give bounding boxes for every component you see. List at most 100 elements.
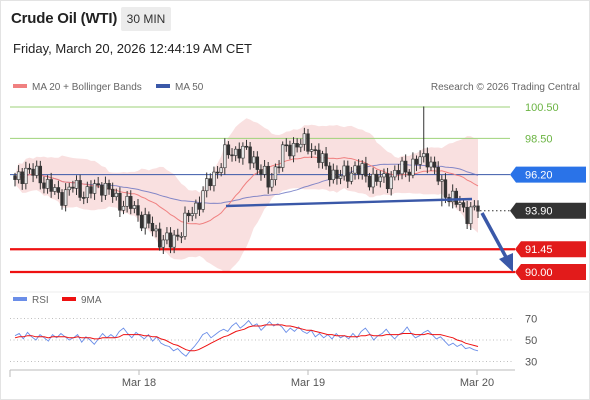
candle bbox=[201, 186, 205, 213]
price-panel: 100.50 98.50 96.20 93.90 91.45 90.00 bbox=[10, 102, 586, 280]
candle-body bbox=[219, 167, 223, 173]
candle-body bbox=[364, 163, 368, 177]
candle bbox=[27, 163, 32, 174]
candle-body bbox=[233, 148, 238, 156]
candle-body bbox=[150, 222, 155, 232]
ma50-legend-label: MA 50 bbox=[175, 82, 204, 93]
x-tick-label-1: Mar 19 bbox=[291, 377, 325, 389]
candle-body bbox=[317, 149, 321, 163]
candle bbox=[338, 169, 343, 185]
candle bbox=[194, 199, 198, 219]
candle bbox=[103, 176, 108, 200]
credit-text: Research © 2026 Trading Central bbox=[431, 82, 580, 93]
candle bbox=[208, 173, 213, 191]
candle-body bbox=[179, 236, 184, 238]
candle-body bbox=[469, 206, 473, 224]
candle-body bbox=[103, 183, 108, 196]
candle-body bbox=[440, 179, 444, 182]
instrument-title: Crude Oil (WTI) bbox=[11, 10, 118, 27]
candle-body bbox=[356, 165, 361, 175]
candle-body bbox=[147, 214, 151, 224]
candle-body bbox=[110, 188, 115, 198]
candle-body bbox=[429, 161, 433, 168]
candle bbox=[100, 182, 104, 202]
candle bbox=[110, 182, 115, 203]
rsi-tick-50: 50 bbox=[525, 335, 537, 347]
candle-body bbox=[338, 175, 343, 179]
ma20-line bbox=[14, 156, 479, 225]
candle-body bbox=[208, 178, 213, 187]
candle-body bbox=[205, 178, 209, 192]
candle-body bbox=[35, 165, 39, 176]
candle-body bbox=[367, 175, 372, 188]
candle bbox=[396, 164, 401, 181]
candle bbox=[226, 141, 231, 159]
level-label-90.00: 90.00 bbox=[525, 267, 553, 279]
candle bbox=[212, 166, 216, 192]
candle bbox=[233, 146, 238, 162]
candle bbox=[252, 150, 256, 169]
level-tag-93.90 bbox=[510, 202, 586, 219]
candle bbox=[346, 160, 350, 188]
candle bbox=[270, 172, 274, 192]
candle bbox=[129, 190, 133, 215]
candle-body bbox=[129, 196, 133, 209]
candle-body bbox=[277, 166, 281, 169]
candle-body bbox=[67, 186, 71, 191]
candle-body bbox=[346, 165, 350, 182]
candle-body bbox=[342, 165, 346, 177]
candle-body bbox=[139, 214, 144, 229]
candle bbox=[335, 165, 339, 185]
level-label-98.50: 98.50 bbox=[525, 133, 553, 145]
candle-body bbox=[476, 205, 480, 212]
candle bbox=[157, 222, 162, 251]
candle-body bbox=[302, 133, 307, 145]
candle-body bbox=[215, 171, 220, 174]
candle bbox=[367, 172, 372, 191]
candle-body bbox=[223, 144, 227, 169]
x-axis: Mar 18 Mar 19 Mar 20 bbox=[122, 370, 494, 389]
candle-body bbox=[425, 153, 430, 168]
candle-body bbox=[389, 176, 393, 190]
candle bbox=[114, 188, 118, 201]
level-label-96.20: 96.20 bbox=[525, 170, 553, 182]
candle-body bbox=[107, 183, 111, 190]
candle-body bbox=[259, 169, 263, 175]
candle bbox=[436, 161, 440, 186]
candle-body bbox=[349, 172, 354, 182]
candle-body bbox=[49, 179, 53, 192]
candle-body bbox=[255, 156, 260, 170]
candle bbox=[280, 141, 285, 172]
candle-body bbox=[335, 169, 339, 179]
level-label-93.90: 93.90 bbox=[525, 206, 553, 218]
candle-body bbox=[385, 173, 390, 190]
candle-body bbox=[306, 133, 310, 152]
candle-body bbox=[436, 167, 440, 182]
candle-body bbox=[450, 190, 455, 203]
interval-button[interactable]: 30 MIN bbox=[121, 7, 171, 31]
candle bbox=[262, 159, 267, 178]
candle bbox=[469, 201, 473, 231]
candle bbox=[425, 147, 430, 174]
candle-body bbox=[443, 179, 448, 198]
candle-body bbox=[393, 170, 397, 178]
candle-body bbox=[411, 158, 415, 176]
candle-body bbox=[176, 234, 180, 237]
candle-body bbox=[186, 212, 191, 217]
candle-body bbox=[71, 186, 75, 189]
candle bbox=[179, 232, 184, 244]
candle-body bbox=[320, 153, 325, 163]
candle bbox=[259, 164, 263, 181]
candle-body bbox=[125, 196, 129, 207]
candle-body bbox=[60, 192, 64, 206]
candle bbox=[78, 174, 82, 201]
candle-body bbox=[89, 186, 93, 194]
ma50-legend-swatch bbox=[156, 84, 170, 88]
candle-body bbox=[396, 170, 401, 175]
candle bbox=[306, 128, 310, 155]
candle bbox=[125, 190, 129, 213]
candle bbox=[219, 163, 223, 177]
candle bbox=[411, 152, 415, 179]
candle-body bbox=[313, 149, 317, 151]
candle bbox=[450, 184, 455, 209]
